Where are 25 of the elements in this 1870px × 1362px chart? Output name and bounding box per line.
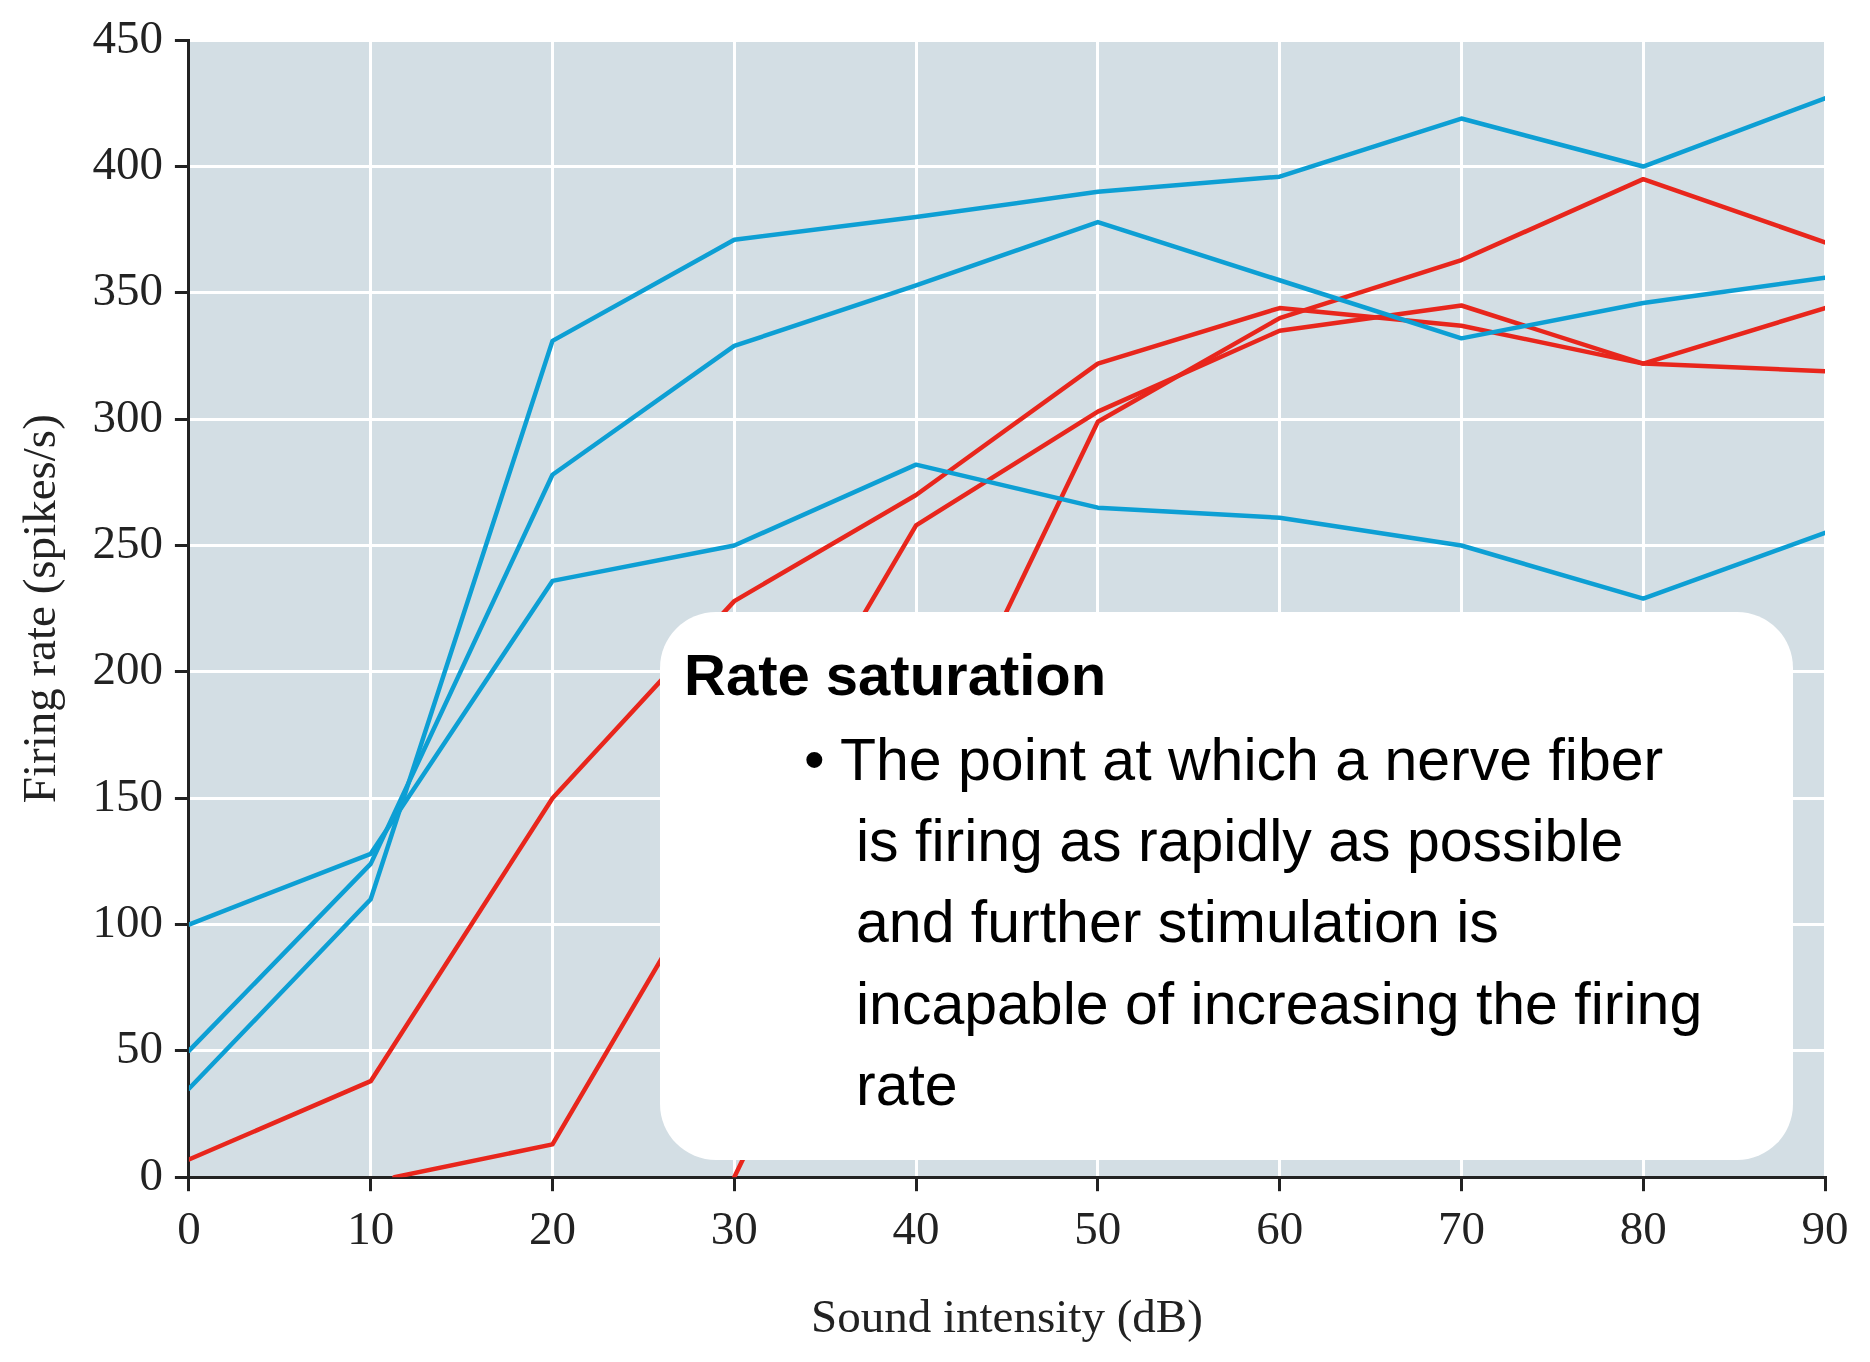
x-axis-title: Sound intensity (dB) — [811, 1290, 1203, 1343]
x-tick-label: 10 — [347, 1201, 395, 1254]
callout-box: Rate saturation • The point at which a nerve fiber is firing as rapidly as possible and further stimulation is incapable of increasing the firing rate — [660, 612, 1793, 1160]
x-tick-label: 30 — [710, 1201, 758, 1254]
y-tick-label: 300 — [92, 389, 163, 442]
x-tick-label: 0 — [177, 1201, 201, 1254]
y-tick-label: 0 — [139, 1147, 163, 1200]
y-tick-label: 250 — [92, 515, 163, 568]
x-tick-label: 60 — [1256, 1201, 1304, 1254]
y-tick-label: 350 — [92, 263, 163, 316]
y-tick-label: 400 — [92, 136, 163, 189]
annotation: Rate saturation — [684, 641, 1108, 709]
y-tick-label: 150 — [92, 768, 163, 821]
annotation: • The point at which a nerve fiber is firing as rapidly as possible and further stimulation is incapable of increasing the firing rate — [804, 725, 1704, 1121]
x-tick-label: 70 — [1437, 1201, 1485, 1254]
x-tick-label: 90 — [1801, 1201, 1849, 1254]
x-tick-label: 50 — [1074, 1201, 1122, 1254]
x-tick-label: 80 — [1619, 1201, 1667, 1254]
y-tick-label: 100 — [92, 894, 163, 947]
x-tick-label: 40 — [892, 1201, 940, 1254]
y-tick-label: 450 — [92, 10, 163, 63]
y-tick-label: 200 — [92, 642, 163, 695]
y-axis-title: Firing rate (spikes/s) — [12, 414, 65, 804]
x-tick-label: 20 — [528, 1201, 576, 1254]
y-tick-label: 50 — [115, 1021, 163, 1074]
